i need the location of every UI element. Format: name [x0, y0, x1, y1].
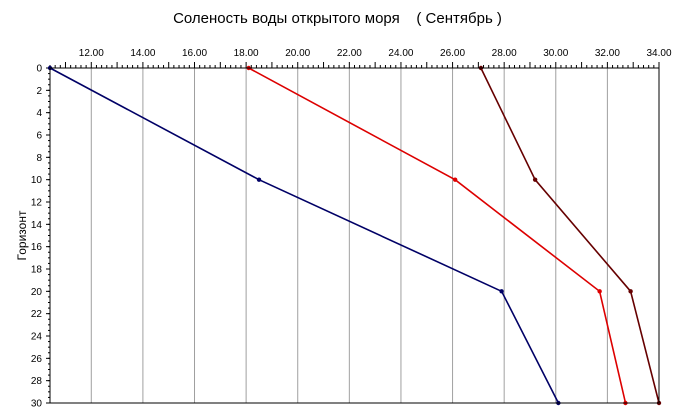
x-axis-ticks: 12.00 14.00 16.00 18.00 20.00 22.00 24.00 26.00… — [79, 48, 672, 59]
series-1-point — [256, 177, 262, 182]
x-tick-label: 34.00 — [646, 48, 671, 59]
y-axis-label: Горизонт — [15, 210, 29, 260]
series-1-point — [499, 289, 504, 294]
chart-title: Соленость воды открытого моря ( Сентябрь… — [173, 10, 502, 27]
y-tick-label: 28 — [31, 376, 43, 387]
x-tick-label: 20.00 — [285, 48, 310, 59]
y-tick-label: 6 — [36, 131, 42, 142]
x-tick-label: 32.00 — [595, 48, 620, 59]
series-3-point — [532, 177, 538, 182]
series-2-point — [452, 177, 458, 182]
y-tick-label: 12 — [31, 198, 43, 209]
y-tick-label: 14 — [31, 220, 43, 231]
y-tick-label: 0 — [36, 64, 42, 75]
y-tick-label: 8 — [36, 153, 42, 164]
series-2-point — [597, 289, 602, 294]
series — [47, 65, 662, 406]
y-tick-label: 22 — [31, 309, 43, 320]
grid — [90, 68, 660, 403]
y-tick-label: 20 — [31, 287, 43, 298]
y-tick-label: 24 — [31, 332, 43, 343]
x-tick-label: 28.00 — [492, 48, 517, 59]
x-tick-label: 26.00 — [440, 48, 465, 59]
x-tick-label: 18.00 — [234, 48, 259, 59]
y-tick-label: 16 — [31, 242, 43, 253]
x-tick-label: 16.00 — [182, 48, 207, 59]
series-line-3 — [480, 67, 660, 404]
plot-frame — [49, 67, 660, 404]
y-tick-label: 30 — [31, 399, 43, 410]
series-line-2 — [248, 67, 627, 404]
series-3-point — [628, 289, 633, 294]
x-tick-label: 14.00 — [130, 48, 155, 59]
y-tick-label: 18 — [31, 265, 43, 276]
minor-ticks — [48, 62, 660, 404]
series-line-1 — [49, 67, 560, 404]
x-tick-label: 12.00 — [79, 48, 104, 59]
y-tick-label: 10 — [31, 175, 43, 186]
y-tick-label: 4 — [36, 108, 42, 119]
x-tick-label: 30.00 — [543, 48, 568, 59]
x-tick-label: 24.00 — [388, 48, 413, 59]
y-tick-label: 2 — [36, 86, 42, 97]
x-tick-label: 22.00 — [337, 48, 362, 59]
y-tick-label: 26 — [31, 354, 43, 365]
